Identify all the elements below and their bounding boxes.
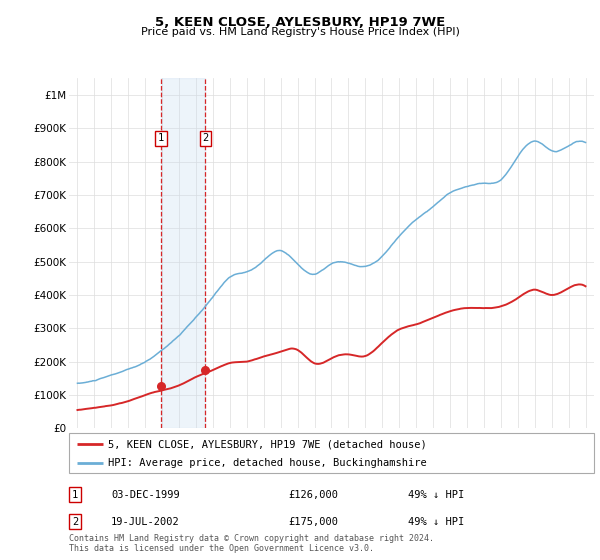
Bar <box>161 78 205 428</box>
Text: £175,000: £175,000 <box>288 517 338 527</box>
Text: Price paid vs. HM Land Registry's House Price Index (HPI): Price paid vs. HM Land Registry's House … <box>140 27 460 37</box>
Text: 2: 2 <box>202 133 208 143</box>
Text: £126,000: £126,000 <box>288 490 338 500</box>
Text: 03-DEC-1999: 03-DEC-1999 <box>111 490 180 500</box>
FancyBboxPatch shape <box>69 433 594 473</box>
Text: 5, KEEN CLOSE, AYLESBURY, HP19 7WE: 5, KEEN CLOSE, AYLESBURY, HP19 7WE <box>155 16 445 29</box>
Text: 49% ↓ HPI: 49% ↓ HPI <box>408 490 464 500</box>
Text: 2: 2 <box>72 517 78 527</box>
Text: Contains HM Land Registry data © Crown copyright and database right 2024.
This d: Contains HM Land Registry data © Crown c… <box>69 534 434 553</box>
Text: 5, KEEN CLOSE, AYLESBURY, HP19 7WE (detached house): 5, KEEN CLOSE, AYLESBURY, HP19 7WE (deta… <box>109 439 427 449</box>
Text: 1: 1 <box>158 133 164 143</box>
Text: 1: 1 <box>72 490 78 500</box>
Text: 19-JUL-2002: 19-JUL-2002 <box>111 517 180 527</box>
Text: HPI: Average price, detached house, Buckinghamshire: HPI: Average price, detached house, Buck… <box>109 458 427 468</box>
Text: 49% ↓ HPI: 49% ↓ HPI <box>408 517 464 527</box>
